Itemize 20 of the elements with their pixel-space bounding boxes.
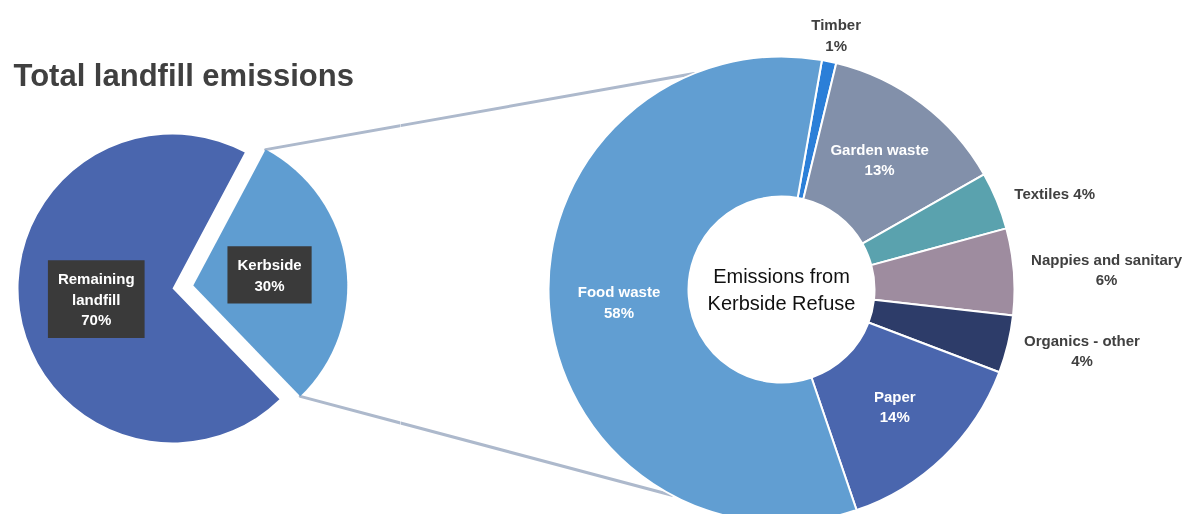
slice-label: Remaining landfill: [57, 270, 135, 308]
slice-label: Paper: [873, 388, 916, 406]
slice-label: Food waste: [577, 283, 661, 301]
slice-label: Textiles: [1014, 185, 1070, 203]
slice-label: Timber: [811, 16, 862, 34]
data-label: 13%: [864, 161, 895, 179]
data-label: 70%: [81, 311, 112, 329]
chart-title: Total landfill emissions: [13, 58, 354, 93]
data-label: 30%: [254, 276, 285, 294]
data-label: 6%: [1095, 271, 1118, 289]
data-label: 14%: [879, 408, 910, 426]
data-label: 1%: [825, 36, 847, 54]
slice-label: Kerbside: [237, 256, 302, 274]
data-label: 4%: [1071, 352, 1093, 370]
slice-label: Organics - other: [1024, 331, 1141, 349]
data-label: 4%: [1073, 185, 1095, 203]
data-label: 58%: [603, 303, 634, 321]
slice-label: Garden waste: [830, 140, 929, 158]
text: Emissions from Kerbside Refuse: [707, 265, 856, 314]
slice-label: Nappies and sanitary: [1031, 250, 1183, 268]
